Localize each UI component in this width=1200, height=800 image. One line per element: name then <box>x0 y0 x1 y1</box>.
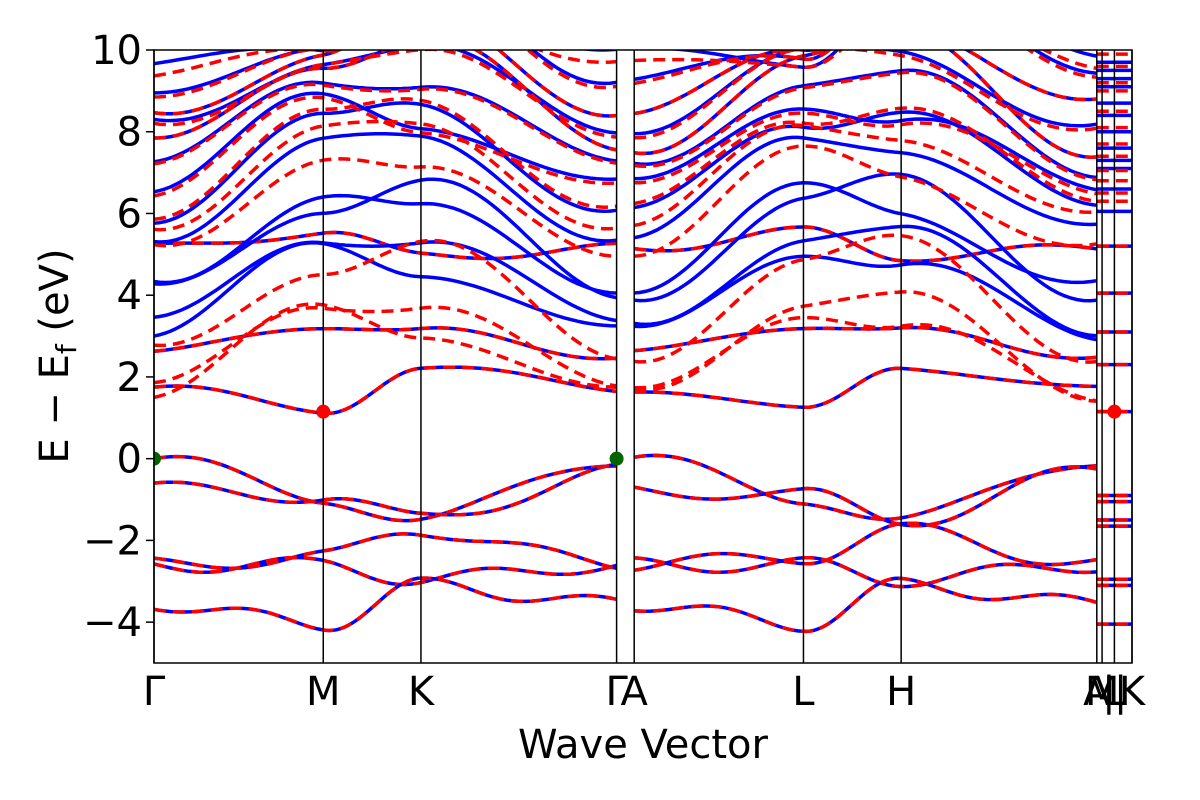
x-axis-title: Wave Vector <box>518 722 769 768</box>
red-upper-band-10-seg-1 <box>633 50 1097 116</box>
conduction-band-0-seg-1-dashed <box>634 366 1097 410</box>
x-tick-label-0: Γ <box>143 669 166 715</box>
y-tick-label-1: −2 <box>83 518 142 564</box>
y-tick-label-6: 8 <box>117 110 142 156</box>
blue-upper-band-8-seg-1 <box>634 50 1097 159</box>
red-upper-band-11-seg-0 <box>154 50 617 99</box>
blue-upper-band-0-seg-0 <box>154 240 617 338</box>
valence-band-4-seg-1-solid <box>634 576 1098 634</box>
conduction-band-0-seg-1-solid <box>634 366 1097 410</box>
y-tick-label-3: 2 <box>117 355 142 401</box>
x-tick-label-2: K <box>408 669 436 715</box>
cbm-marker-1 <box>1107 404 1122 419</box>
band-edge-markers <box>154 404 1122 466</box>
y-tick-label-7: 10 <box>91 28 142 74</box>
valence-band-3-seg-0-solid <box>154 555 618 587</box>
red-upper-band-3-seg-1 <box>634 144 1098 258</box>
x-tick-label-8: M <box>1085 669 1120 715</box>
red-upper-band-2-seg-1 <box>634 233 1097 364</box>
conduction-band-2-seg-0-dashed <box>154 230 617 261</box>
valence-band-4-seg-1-dashed <box>634 576 1098 634</box>
y-axis-title: E − Ef (eV) <box>32 248 83 463</box>
valence-band-0-seg-1-dashed <box>633 453 1097 522</box>
red-upper-band-4-seg-1 <box>633 123 1097 228</box>
x-tick-label-5: L <box>792 669 815 715</box>
red-upper-band-6-seg-0 <box>154 95 617 198</box>
blue-upper-band-11-seg-1 <box>633 50 1097 82</box>
blue-upper-band-3-seg-0 <box>154 193 617 295</box>
y-axis: −4 −2 0 2 4 6 8 10 <box>83 28 154 646</box>
blue-upper-band-12-seg-1 <box>660 50 1098 69</box>
valence-band-2-seg-0-dashed <box>154 532 617 571</box>
red-upper-band-5-seg-1 <box>633 106 1098 206</box>
red-upper-band-7-seg-1 <box>634 70 1098 182</box>
x-tick-separator-0: | <box>1102 669 1115 715</box>
blue-upper-band-6-seg-1 <box>634 107 1098 192</box>
red-upper-band-1-seg-0 <box>154 305 617 388</box>
y-tick-label-4: 4 <box>117 273 142 319</box>
valence-band-0-seg-0-dashed <box>154 454 617 523</box>
blue-upper-band-1-seg-0 <box>154 240 617 323</box>
x-tick-label-4: A <box>621 669 649 715</box>
valence-band-4-seg-0-solid <box>154 576 617 633</box>
x-tick-separator-1: | <box>1114 669 1127 715</box>
blue-upper-band-12-seg-0 <box>154 50 617 66</box>
blue-upper-band-10-seg-1 <box>633 50 1097 116</box>
red-upper-band-11-seg-1 <box>633 50 1097 86</box>
x-tick-label-9: L <box>1103 669 1126 715</box>
red-upper-band-9-seg-0 <box>154 50 617 139</box>
blue-upper-band-4-seg-0 <box>154 132 617 244</box>
red-upper-band-2-seg-0 <box>154 238 617 361</box>
cbm-marker-0 <box>316 404 331 419</box>
conduction-band-1-seg-0-dashed <box>154 326 617 361</box>
vbm-marker-0 <box>154 451 161 466</box>
blue-upper-band-11-seg-0 <box>154 50 617 95</box>
conduction-band-0-seg-0-dashed <box>154 365 617 416</box>
valence-band-1-seg-1-dashed <box>633 465 1098 528</box>
valence-band-2-seg-1-solid <box>633 521 1098 573</box>
red-upper-band-12-seg-0 <box>154 50 617 78</box>
red-upper-band-0-seg-0 <box>154 302 617 400</box>
x-tick-label-1: M <box>306 669 341 715</box>
blue-upper-band-2-seg-1 <box>634 172 1097 303</box>
blue-upper-band-3-seg-1 <box>634 181 1098 295</box>
valence-band-3-seg-0-dashed <box>154 555 618 587</box>
valence-band-1-seg-0-dashed <box>154 462 617 517</box>
red-upper-band-4-seg-0 <box>154 119 617 232</box>
conduction-band-0-seg-0-solid <box>154 365 617 416</box>
conduction-band-2-seg-1-dashed <box>633 225 1098 263</box>
y-tick-label-5: 6 <box>117 191 142 237</box>
red-upper-band-12-seg-1 <box>634 50 1098 71</box>
y-tick-label-0: −4 <box>83 600 142 646</box>
bands-layer <box>154 50 1132 634</box>
red-upper-band-8-seg-1 <box>634 50 1097 159</box>
x-tick-label-3: Γ <box>605 669 628 715</box>
red-upper-band-0-seg-1 <box>634 315 1098 403</box>
blue-upper-band-0-seg-1 <box>634 254 1098 342</box>
red-upper-band-7-seg-0 <box>154 82 617 166</box>
plot-frame <box>153 49 1133 664</box>
red-upper-band-9-seg-1 <box>634 50 1098 140</box>
x-tick-label-6: H <box>886 669 916 715</box>
y-tick-label-2: 0 <box>117 437 142 483</box>
vbm-marker-1 <box>609 451 624 466</box>
blue-upper-band-1-seg-1 <box>633 224 1097 338</box>
valence-band-3-seg-1-dashed <box>634 555 1097 589</box>
valence-band-2-seg-0-solid <box>154 532 617 571</box>
x-tick-label-10: K <box>1119 669 1147 715</box>
red-upper-band-3-seg-0 <box>154 157 617 259</box>
blue-upper-band-5-seg-0 <box>154 101 617 226</box>
valence-band-2-seg-1-dashed <box>633 521 1098 573</box>
valence-band-4-seg-0-dashed <box>154 576 617 633</box>
x-tick-label-7: A <box>1083 669 1111 715</box>
blue-upper-band-4-seg-1 <box>633 135 1097 240</box>
blue-upper-band-6-seg-0 <box>154 91 617 194</box>
red-upper-band-5-seg-0 <box>154 97 617 221</box>
red-upper-band-1-seg-1 <box>633 290 1097 403</box>
red-upper-band-10-seg-0 <box>154 50 617 118</box>
red-upper-band-6-seg-1 <box>634 111 1098 196</box>
